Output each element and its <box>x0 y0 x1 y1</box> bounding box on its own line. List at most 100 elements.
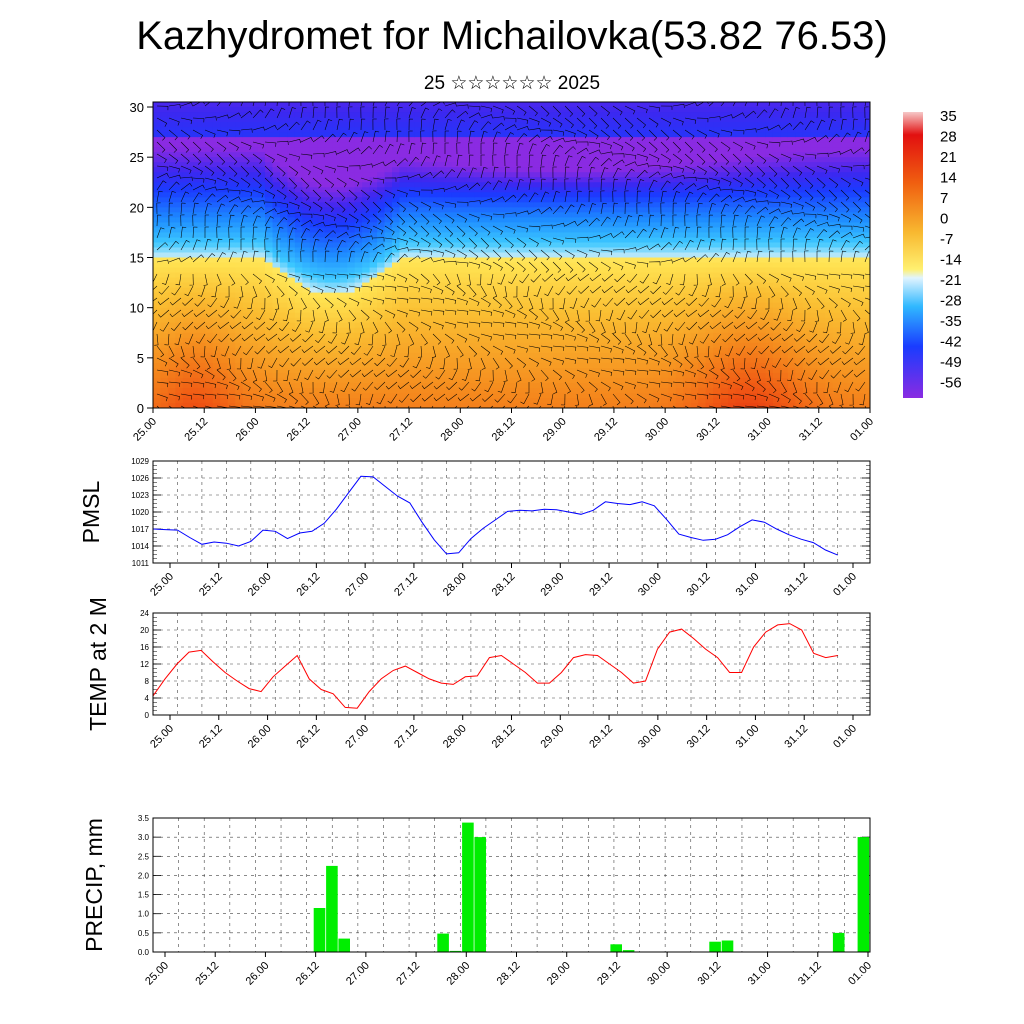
wind-barb <box>756 206 769 215</box>
wind-barb <box>216 188 229 193</box>
wind-barb <box>852 106 857 119</box>
wind-barb <box>552 105 562 117</box>
wind-barb <box>168 174 181 179</box>
wind-barb <box>240 381 251 392</box>
wind-barb <box>228 189 241 195</box>
wind-barb <box>360 118 366 131</box>
x-tick-label: 26.00 <box>246 571 274 599</box>
wind-barb <box>696 102 709 107</box>
wind-barb <box>456 297 468 306</box>
wind-barb <box>336 309 343 322</box>
wind-barb <box>525 382 530 394</box>
wind-barb <box>204 153 214 165</box>
wind-barb <box>276 273 288 282</box>
wind-barb <box>396 118 401 131</box>
wind-barb <box>708 186 721 191</box>
wind-barb <box>816 106 822 119</box>
wind-barb <box>864 321 869 334</box>
wind-barb <box>552 345 565 351</box>
wind-barb <box>276 381 284 394</box>
wind-barb <box>744 273 753 285</box>
wind-barb <box>240 226 245 238</box>
wind-barb <box>448 369 458 381</box>
wind-barb <box>816 229 828 239</box>
temp-y-tick-label: 12 <box>140 660 149 669</box>
wind-barb <box>468 297 480 307</box>
wind-barb <box>612 381 624 391</box>
wind-barb <box>528 127 541 133</box>
wind-barb <box>193 309 206 317</box>
wind-barb <box>300 285 311 296</box>
wind-barb <box>552 117 563 128</box>
wind-barb <box>864 177 870 180</box>
wind-barb <box>300 405 307 408</box>
wind-barb <box>240 369 247 382</box>
wind-barb <box>693 273 698 286</box>
wind-barb <box>684 141 694 153</box>
wind-barb <box>456 201 469 207</box>
wind-barb <box>252 141 265 149</box>
wind-barb <box>486 273 494 286</box>
x-tick-label: 28.00 <box>441 723 469 751</box>
wind-barb <box>168 202 174 215</box>
wind-barb <box>636 141 647 152</box>
wind-barb <box>828 133 840 143</box>
wind-barb <box>686 297 698 306</box>
wind-barb <box>228 129 241 135</box>
wind-barb <box>808 369 818 380</box>
wind-barb <box>252 226 258 239</box>
wind-barb <box>480 167 488 179</box>
wind-barb <box>204 238 212 251</box>
wind-barb <box>180 226 187 239</box>
wind-barb <box>648 117 659 128</box>
wind-barb <box>768 273 779 283</box>
wind-barb <box>708 226 713 239</box>
wind-barb <box>372 144 383 155</box>
wind-barb <box>516 321 529 328</box>
wind-barb <box>780 201 793 209</box>
wind-barb <box>420 118 426 131</box>
wind-barb <box>803 381 808 394</box>
wind-barb <box>480 131 488 143</box>
wind-barb <box>780 250 785 262</box>
wind-barb <box>552 249 563 260</box>
x-tick-label: 30.00 <box>645 960 673 988</box>
wind-barb <box>696 153 706 165</box>
wind-barb <box>385 381 398 390</box>
wind-barb <box>648 179 658 191</box>
wind-barb <box>588 149 601 155</box>
wind-barb <box>397 369 410 378</box>
wind-barb <box>372 297 385 305</box>
wind-barb <box>363 345 374 356</box>
wind-barb <box>804 273 817 281</box>
wind-barb <box>420 309 433 316</box>
wind-barb <box>264 238 269 251</box>
wind-barb <box>744 215 752 227</box>
wind-barb <box>804 393 813 405</box>
precip-y-tick-label: 3.0 <box>138 833 150 842</box>
wind-barb <box>216 194 229 203</box>
wind-barb <box>372 243 385 251</box>
x-tick-label: 30.12 <box>685 571 713 599</box>
wind-barb <box>228 204 239 215</box>
wind-barb <box>828 393 834 406</box>
wind-barb <box>420 273 430 285</box>
wind-barb <box>708 369 719 380</box>
x-tick-label: 29.00 <box>545 960 573 988</box>
wind-barb <box>396 102 400 107</box>
wind-barb <box>216 141 227 152</box>
wind-barb <box>836 321 842 334</box>
wind-barb <box>636 202 641 215</box>
wind-barb <box>408 107 416 119</box>
wind-barb <box>360 273 373 280</box>
wind-barb <box>180 202 186 215</box>
wind-barb <box>156 180 167 191</box>
wind-barb <box>480 154 485 166</box>
wind-barb <box>840 225 853 230</box>
wind-barb <box>468 261 481 269</box>
wind-barb <box>699 333 710 344</box>
wind-barb <box>636 245 649 251</box>
wind-barb <box>852 213 863 224</box>
x-tick-label: 28.12 <box>495 960 523 988</box>
wind-barb <box>156 242 168 251</box>
